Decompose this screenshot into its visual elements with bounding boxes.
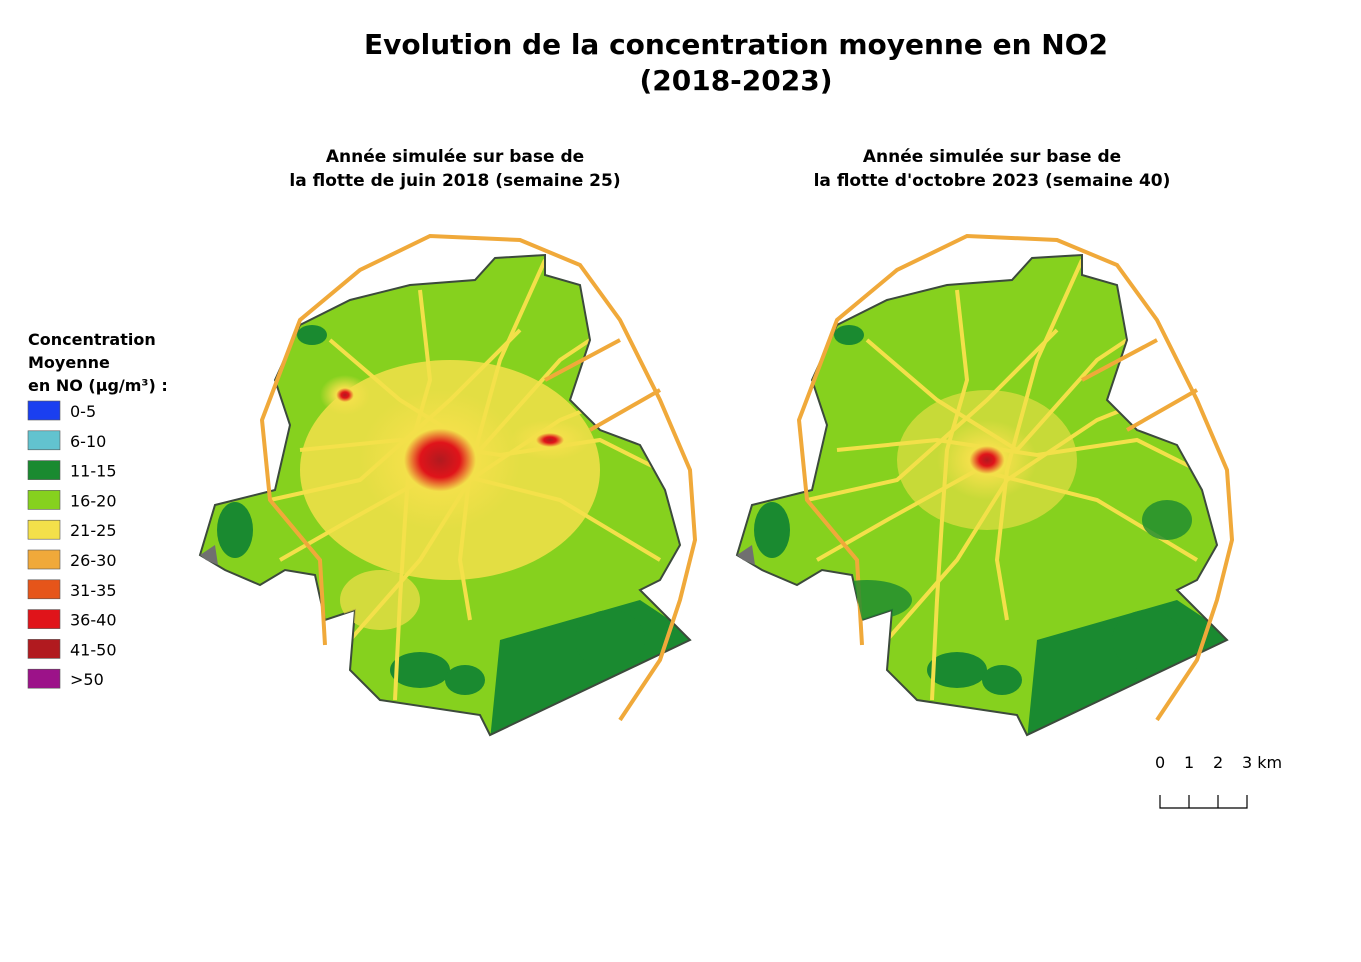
- legend-label: 16-20: [70, 491, 117, 510]
- scale-label: 3 km: [1242, 753, 1282, 772]
- legend-label: 0-5: [70, 402, 96, 421]
- scale-ticks: [1159, 795, 1248, 809]
- legend-swatch: [27, 579, 61, 600]
- legend-title: en NO (µg/m³) :: [28, 376, 168, 395]
- legend-label: 11-15: [70, 462, 117, 481]
- legend-swatch: [27, 460, 61, 480]
- legend-swatch: [27, 609, 61, 629]
- map-2023: [737, 236, 1237, 740]
- legend-label: 41-50: [70, 640, 117, 659]
- map-subtitle: Année simulée sur base de: [326, 147, 584, 167]
- scale-label: 1: [1184, 753, 1194, 772]
- legend-label: 21-25: [70, 521, 117, 540]
- legend-label: 36-40: [70, 611, 117, 630]
- legend-swatch: [27, 668, 61, 689]
- title: (2018-2023): [639, 64, 832, 97]
- legend-swatch: [27, 430, 61, 451]
- legend: Concentration Moyenne en NO (µg/m³) : 0-…: [27, 330, 168, 689]
- map-subtitle: la flotte d'octobre 2023 (semaine 40): [814, 171, 1171, 191]
- legend-label: 6-10: [70, 432, 106, 451]
- title: Evolution de la concentration moyenne en…: [364, 28, 1108, 61]
- legend-label: 31-35: [70, 581, 117, 600]
- legend-swatch: [27, 519, 61, 540]
- legend-label: >50: [70, 670, 104, 689]
- scale-label: 2: [1213, 753, 1223, 772]
- map-subtitle: Année simulée sur base de: [863, 147, 1121, 167]
- legend-title: Moyenne: [28, 353, 110, 372]
- legend-swatch: [27, 549, 61, 570]
- legend-swatch: [27, 490, 61, 510]
- scale-label: 0: [1155, 753, 1165, 772]
- legend-swatch: [27, 400, 61, 421]
- map-subtitle: la flotte de juin 2018 (semaine 25): [289, 171, 620, 191]
- map-2018: [200, 236, 700, 740]
- legend-title: Concentration: [28, 330, 156, 349]
- legend-label: 26-30: [70, 551, 117, 570]
- legend-swatch: [27, 639, 61, 659]
